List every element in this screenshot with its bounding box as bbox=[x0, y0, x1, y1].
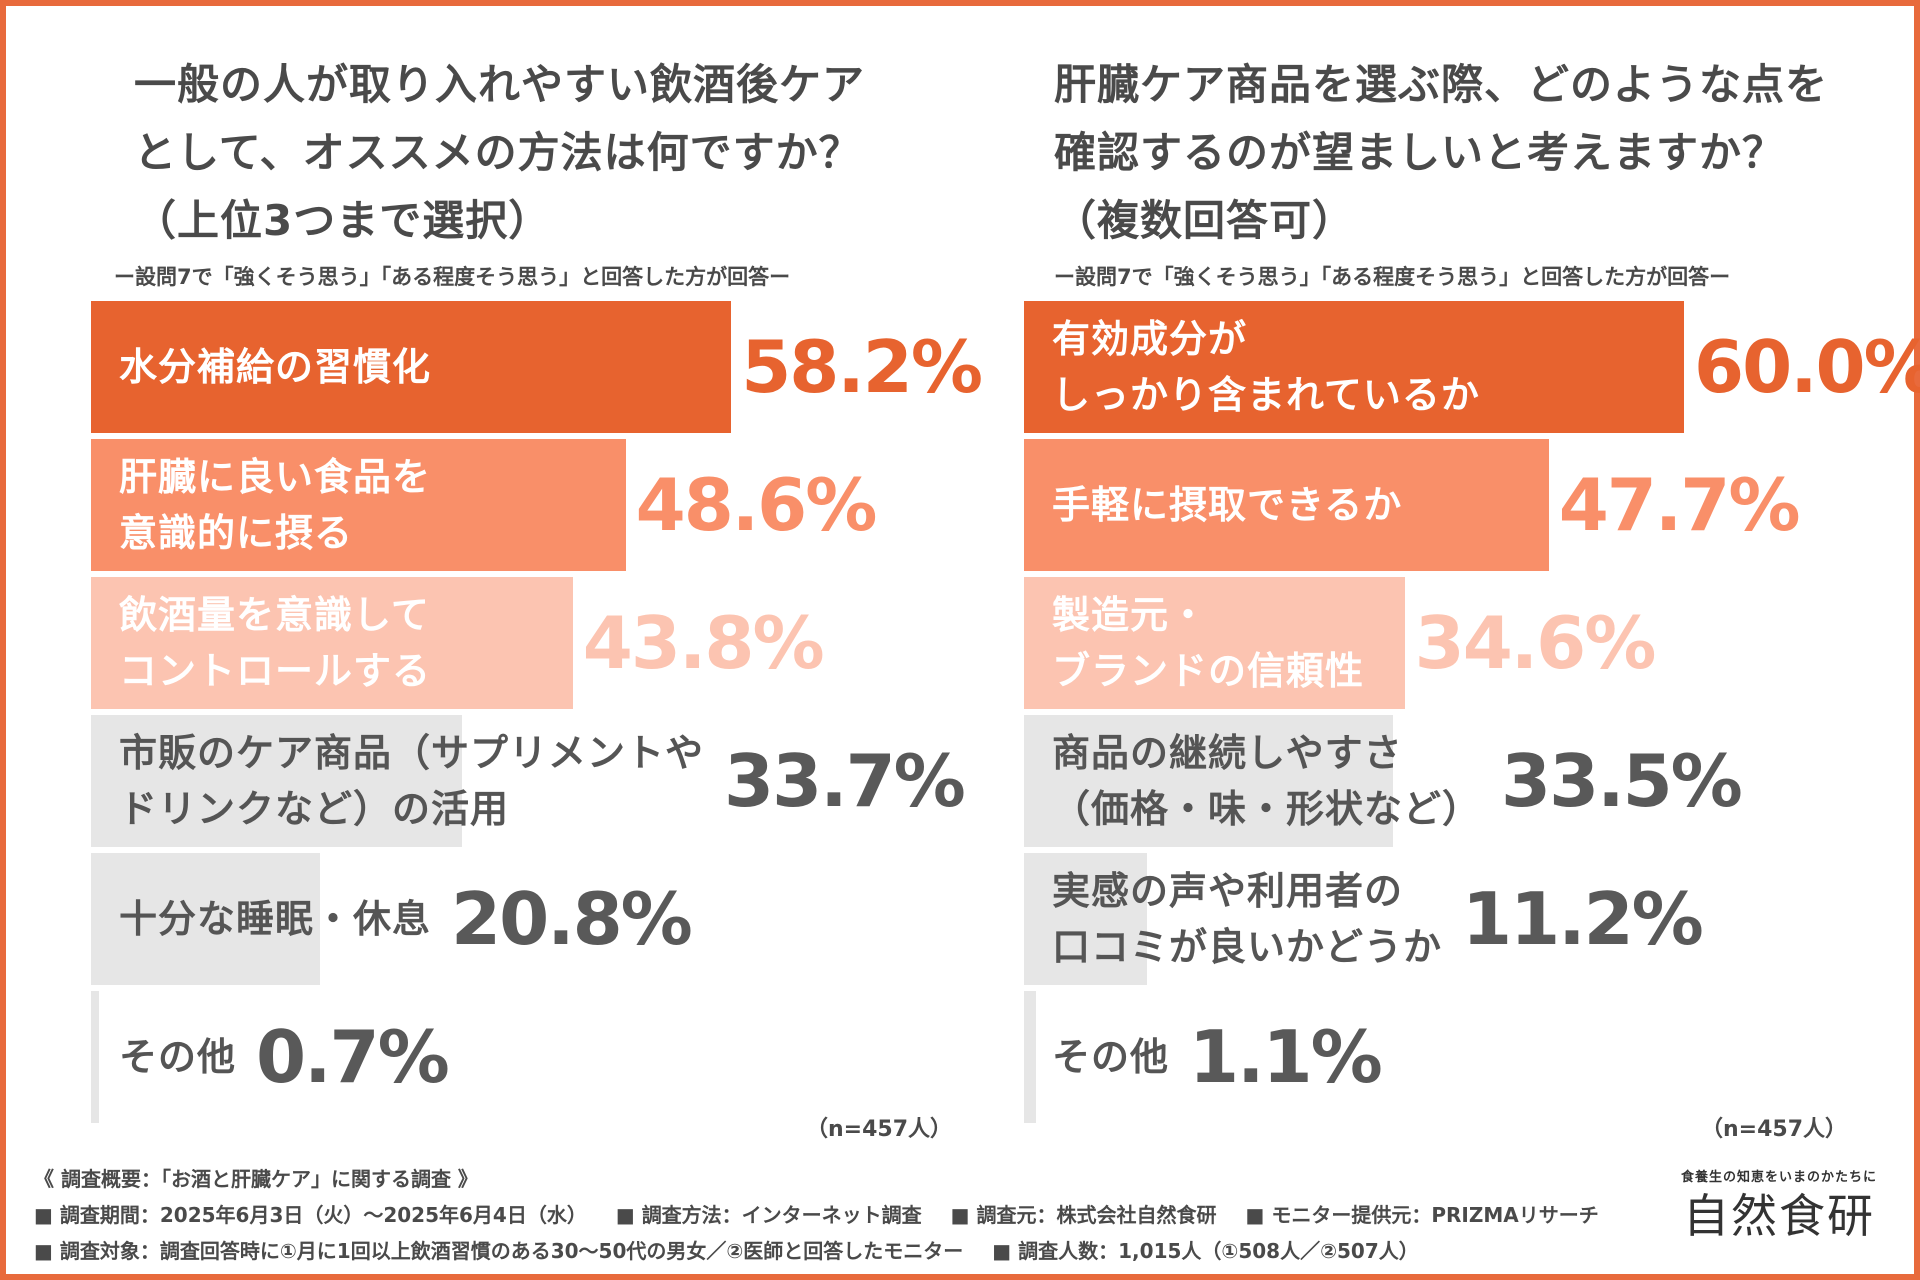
bar-category-label: 手軽に摂取できるか bbox=[1052, 483, 1403, 527]
bar-value-label: 43.8% bbox=[582, 601, 825, 685]
bar-row: 肝臓に良い食品を 意識的に摂る 48.6% bbox=[91, 439, 991, 571]
chart-title-line: 一般の人が取り入れやすい飲酒後ケア bbox=[134, 60, 866, 109]
chart-subtitle: ー設問7で「強くそう思う」「ある程度そう思う」と回答した方が回答ー bbox=[114, 265, 791, 289]
bar-category-label: 市販のケア商品（サプリメントや ドリンクなど）の活用 bbox=[119, 731, 705, 831]
bar bbox=[91, 301, 732, 433]
bar-value-label: 47.7% bbox=[1558, 463, 1801, 547]
bar-category-label: 十分な睡眠・休息 bbox=[119, 897, 432, 941]
survey-source: ■ 調査元：株式会社自然食研 bbox=[950, 1203, 1217, 1227]
survey-details-row: ■ 調査期間：2025年6月3日（火）〜2025年6月4日（水） ■ 調査方法：… bbox=[34, 1197, 1654, 1233]
bar-chart: 水分補給の習慣化 58.2% 肝臓に良い食品を 意識的に摂る 48.6% 飲酒量を意識し… bbox=[91, 301, 991, 1123]
chart-title-line: （複数回答可） bbox=[1054, 196, 1356, 245]
bar bbox=[91, 991, 99, 1123]
bar bbox=[1024, 715, 1393, 847]
bar bbox=[1024, 301, 1684, 433]
bar-row: 十分な睡眠・休息 20.8% bbox=[91, 853, 991, 985]
bar-row: 飲酒量を意識して コントロールする 43.8% bbox=[91, 577, 991, 709]
bar-row: 水分補給の習慣化 58.2% bbox=[91, 301, 991, 433]
bar-value-label: 58.2% bbox=[741, 325, 983, 409]
bar-value-label: 0.7% bbox=[256, 1015, 450, 1099]
bar-category-label: 有効成分が しっかり含まれているか bbox=[1052, 317, 1480, 417]
bar bbox=[1024, 991, 1037, 1123]
bar-category-label: 飲酒量を意識して コントロールする bbox=[119, 593, 432, 693]
chart-title-line: として、オススメの方法は何ですか？ bbox=[134, 128, 862, 177]
survey-monitor-provider: ■ モニター提供元：PRIZMAリサーチ bbox=[1245, 1203, 1599, 1227]
chart-title-line: 肝臓ケア商品を選ぶ際、どのような点を bbox=[1054, 60, 1829, 109]
bar-category-label: 実感の声や利用者の 口コミが良いかどうか bbox=[1052, 869, 1443, 969]
bar bbox=[1024, 577, 1405, 709]
bar-value-label: 20.8% bbox=[451, 877, 693, 961]
bar-category-label: その他 bbox=[1052, 1035, 1170, 1079]
bar bbox=[1024, 853, 1148, 985]
brand-name: 自然食研 bbox=[1683, 1189, 1875, 1243]
bar-row: 製造元・ ブランドの信頼性 34.6% bbox=[1024, 577, 1920, 709]
bar bbox=[91, 853, 320, 985]
bar-category-label: 製造元・ ブランドの信頼性 bbox=[1052, 593, 1365, 693]
bar-category-label: 水分補給の習慣化 bbox=[119, 345, 432, 389]
chart-panel-left: 一般の人が取り入れやすい飲酒後ケア として、オススメの方法は何ですか？ （上位3… bbox=[6, 6, 983, 1146]
bar-value-label: 33.7% bbox=[724, 739, 966, 823]
bar-value-label: 33.5% bbox=[1501, 739, 1743, 823]
survey-overview-title: 《 調査概要：「お酒と肝臓ケア」に関する調査 》 bbox=[34, 1167, 478, 1191]
bar bbox=[91, 577, 573, 709]
bar-category-label: 肝臓に良い食品を 意識的に摂る bbox=[119, 455, 432, 555]
survey-count: ■ 調査人数：1,015人（①508人／②507人） bbox=[992, 1239, 1419, 1263]
bar-row: 実感の声や利用者の 口コミが良いかどうか 11.2% bbox=[1024, 853, 1920, 985]
bar-row: 有効成分が しっかり含まれているか 60.0% bbox=[1024, 301, 1920, 433]
bar bbox=[91, 439, 626, 571]
bar-row: その他 1.1% bbox=[1024, 991, 1920, 1123]
bar-row: その他 0.7% bbox=[91, 991, 991, 1123]
bar-value-label: 60.0% bbox=[1694, 325, 1920, 409]
bar bbox=[91, 715, 462, 847]
sample-size-label: （n=457人） bbox=[806, 1117, 953, 1142]
bar-value-label: 48.6% bbox=[635, 463, 878, 547]
bar-row: 商品の継続しやすさ （価格・味・形状など） 33.5% bbox=[1024, 715, 1920, 847]
bar-row: 手軽に摂取できるか 47.7% bbox=[1024, 439, 1920, 571]
bar-value-label: 11.2% bbox=[1462, 877, 1704, 961]
sample-size-label: （n=457人） bbox=[1701, 1117, 1848, 1142]
chart-title: 肝臓ケア商品を選ぶ際、どのような点を 確認するのが望ましいと考えますか？ （複数… bbox=[1054, 51, 1894, 255]
bar bbox=[1024, 439, 1549, 571]
chart-title-line: 確認するのが望ましいと考えますか？ bbox=[1054, 128, 1786, 177]
survey-period: ■ 調査期間：2025年6月3日（火）〜2025年6月4日（水） bbox=[34, 1203, 587, 1227]
bar-value-label: 1.1% bbox=[1189, 1015, 1383, 1099]
bar-category-label: 商品の継続しやすさ （価格・味・形状など） bbox=[1052, 731, 1482, 831]
bar-value-label: 34.6% bbox=[1414, 601, 1657, 685]
bar-row: 市販のケア商品（サプリメントや ドリンクなど）の活用 33.7% bbox=[91, 715, 991, 847]
brand-logo: 食養生の知恵をいまのかたちに 自然食研 bbox=[1674, 1166, 1884, 1247]
survey-overview: 《 調査概要：「お酒と肝臓ケア」に関する調査 》 ■ 調査期間：2025年6月3… bbox=[34, 1161, 1654, 1269]
survey-target: ■ 調査対象：調査回答時に①月に1回以上飲酒習慣のある30〜50代の男女／②医師… bbox=[34, 1239, 964, 1263]
chart-subtitle: ー設問7で「強くそう思う」「ある程度そう思う」と回答した方が回答ー bbox=[1054, 265, 1731, 289]
chart-title-line: （上位3つまで選択） bbox=[134, 196, 552, 245]
chart-title: 一般の人が取り入れやすい飲酒後ケア として、オススメの方法は何ですか？ （上位3… bbox=[134, 51, 974, 255]
brand-tagline: 食養生の知恵をいまのかたちに bbox=[1680, 1170, 1877, 1185]
survey-target-row: ■ 調査対象：調査回答時に①月に1回以上飲酒習慣のある30〜50代の男女／②医師… bbox=[34, 1233, 1654, 1269]
chart-panel-right: 肝臓ケア商品を選ぶ際、どのような点を 確認するのが望ましいと考えますか？ （複数… bbox=[946, 6, 1920, 1146]
survey-method: ■ 調査方法：インターネット調査 bbox=[615, 1203, 922, 1227]
bar-category-label: その他 bbox=[119, 1035, 237, 1079]
bar-chart: 有効成分が しっかり含まれているか 60.0% 手軽に摂取できるか 47.7% 製造元・… bbox=[1024, 301, 1920, 1123]
